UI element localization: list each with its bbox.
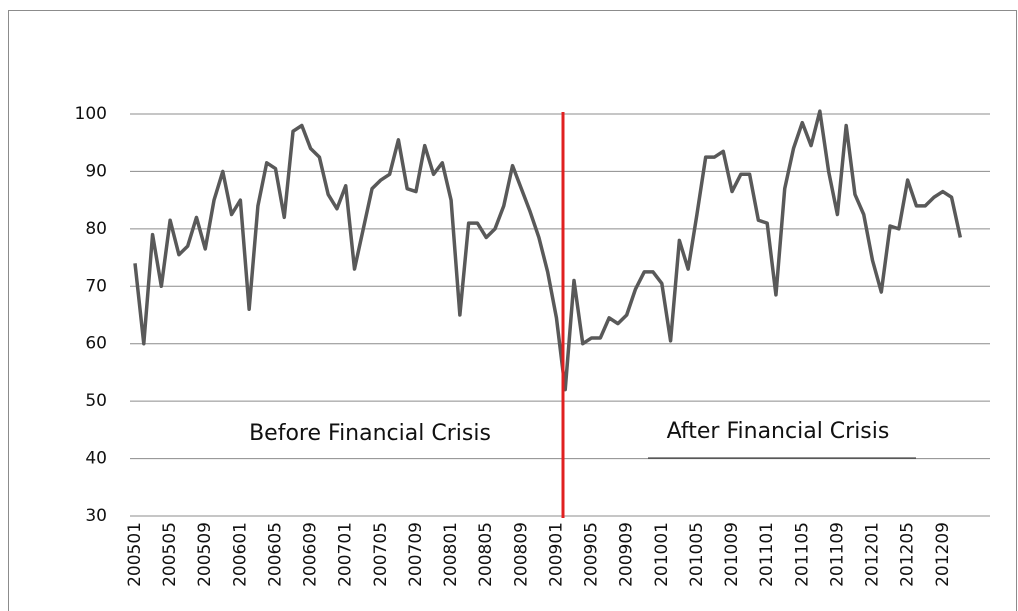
x-tick-label: 201101	[757, 522, 777, 587]
y-tick-label: 60	[85, 334, 107, 354]
plot	[133, 109, 963, 392]
x-tick-label: 201005	[687, 522, 707, 587]
x-tick-label: 200705	[371, 522, 391, 587]
y-tick-label: 50	[85, 391, 107, 411]
x-tick-label: 201109	[827, 522, 847, 587]
y-tick-label: 40	[85, 449, 107, 469]
x-tick-label: 200901	[546, 522, 566, 587]
data-line	[133, 109, 963, 392]
x-tick-label: 200805	[476, 522, 496, 587]
x-tick-label: 201009	[722, 522, 742, 587]
annotation: Before Financial Crisis	[249, 421, 491, 446]
x-tick-label: 201205	[898, 522, 918, 587]
y-tick-label: 80	[85, 219, 107, 239]
x-tick-label: 200909	[617, 522, 637, 587]
annotation: After Financial Crisis	[667, 419, 890, 444]
x-tick-label: 200509	[195, 522, 215, 587]
x-tick-label: 201105	[792, 522, 812, 587]
x-tick-label: 201001	[652, 522, 672, 587]
x-tick-label: 200601	[230, 522, 250, 587]
x-tick-label: 200605	[265, 522, 285, 587]
x-tick-label: 200501	[125, 522, 145, 587]
x-tick-label: 201209	[933, 522, 953, 587]
y-tick-label: 90	[85, 161, 107, 181]
y-tick-label: 100	[75, 104, 107, 124]
x-tick-label: 200609	[301, 522, 321, 587]
x-tick-label: 200905	[582, 522, 602, 587]
x-tick-label: 200809	[511, 522, 531, 587]
x-tick-label: 200709	[406, 522, 426, 587]
x-tick-label: 200701	[336, 522, 356, 587]
x-tick-label: 200505	[160, 522, 180, 587]
y-tick-label: 30	[85, 506, 107, 526]
x-tick-label: 200801	[441, 522, 461, 587]
y-tick-label: 70	[85, 276, 107, 296]
grid: 30 40 50 60 70 80 90 100 200501 200505 200509 20060…	[75, 104, 990, 587]
x-tick-label: 201201	[863, 522, 883, 587]
chart-frame	[8, 10, 1017, 611]
